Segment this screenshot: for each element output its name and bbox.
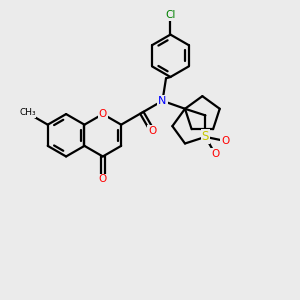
Text: CH₃: CH₃: [19, 108, 36, 117]
Text: O: O: [148, 126, 157, 136]
Text: Cl: Cl: [165, 11, 176, 20]
Text: O: O: [221, 136, 229, 146]
Text: N: N: [158, 96, 167, 106]
Text: S: S: [202, 130, 209, 143]
Text: O: O: [211, 149, 220, 159]
Text: O: O: [99, 174, 107, 184]
Text: O: O: [99, 109, 107, 119]
